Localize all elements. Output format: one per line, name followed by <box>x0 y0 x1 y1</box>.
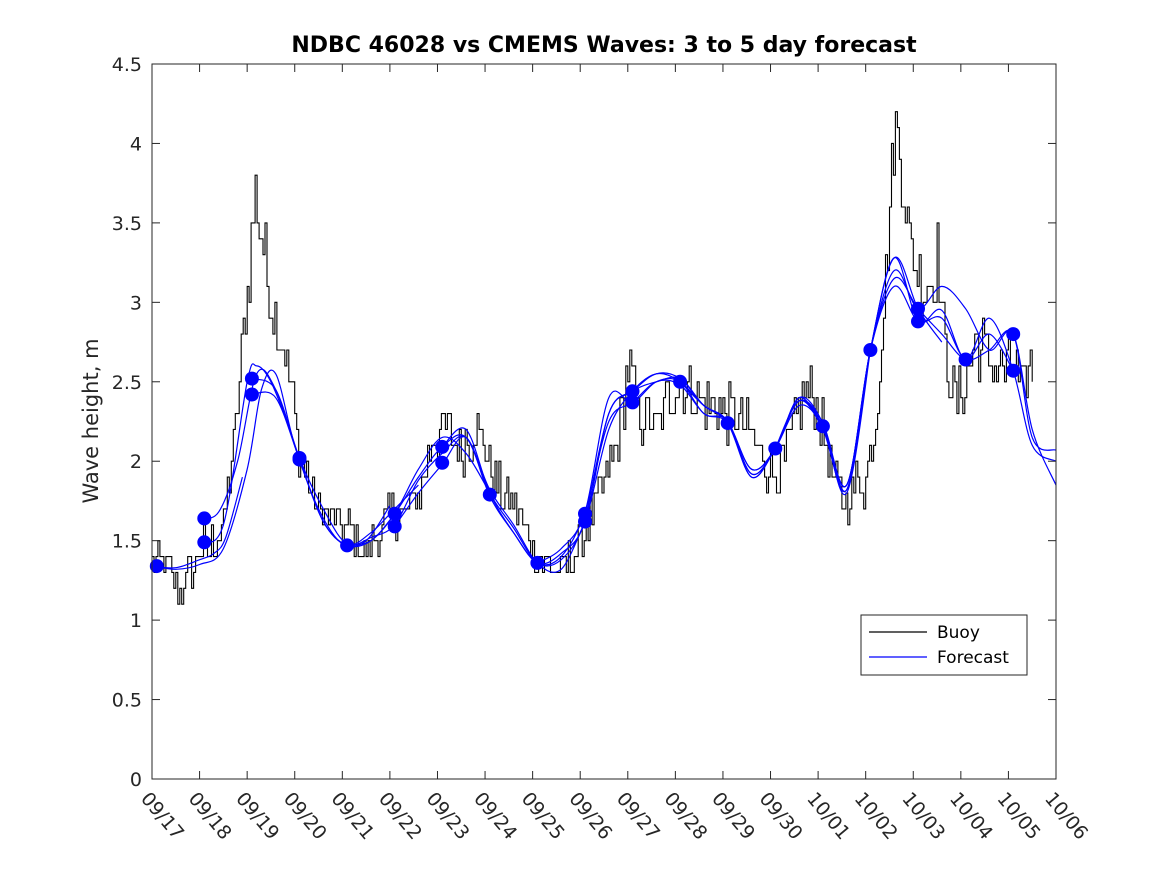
forecast-marker <box>911 314 925 329</box>
y-tick-label: 0 <box>130 769 142 791</box>
forecast-marker <box>340 538 355 553</box>
forecast-marker <box>911 301 925 316</box>
legend-buoy-label: Buoy <box>937 623 980 643</box>
forecast-marker <box>197 535 212 550</box>
marker-layer <box>149 301 1021 574</box>
forecast-marker <box>482 487 497 502</box>
y-tick-label: 3 <box>130 292 142 314</box>
forecast-marker <box>244 371 259 386</box>
forecast-marker <box>1006 363 1021 378</box>
y-tick-label: 2 <box>130 451 142 473</box>
axes-box <box>151 63 1057 780</box>
chart-title: NDBC 46028 vs CMEMS Waves: 3 to 5 day fo… <box>291 33 917 58</box>
legend-forecast-label: Forecast <box>937 648 1009 668</box>
forecast-marker <box>292 452 307 467</box>
forecast-marker <box>435 439 450 454</box>
forecast-marker <box>863 343 878 357</box>
legend: Buoy Forecast <box>860 614 1028 676</box>
forecast-marker <box>720 416 735 431</box>
forecast-marker <box>530 555 545 570</box>
y-tick-label: 0.5 <box>112 690 142 712</box>
forecast-marker <box>768 441 783 456</box>
y-tick-label: 1 <box>130 610 142 632</box>
forecast-series-line <box>152 476 243 569</box>
forecast-marker <box>578 514 592 529</box>
y-tick-label: 3.5 <box>112 213 142 235</box>
y-tick-label: 2.5 <box>112 372 142 394</box>
forecast-marker <box>387 519 402 534</box>
buoy-series-line <box>152 111 1033 605</box>
forecast-marker <box>387 506 402 521</box>
forecast-marker <box>149 559 164 574</box>
forecast-series-line <box>584 269 1056 522</box>
y-tick-label: 4 <box>130 133 142 155</box>
y-tick-label: 4.5 <box>112 54 142 76</box>
forecast-marker <box>958 352 973 367</box>
legend-box <box>860 614 1028 676</box>
y-axis-label: Wave height, m <box>79 338 103 503</box>
forecast-marker <box>673 374 688 389</box>
forecast-marker <box>625 395 640 410</box>
forecast-marker <box>197 511 212 526</box>
forecast-series-line <box>199 363 291 544</box>
forecast-marker <box>1006 327 1021 342</box>
forecast-series-line <box>251 391 586 573</box>
y-tick-label: 1.5 <box>112 531 142 553</box>
forecast-marker <box>244 387 259 402</box>
forecast-marker <box>815 419 830 434</box>
forecast-marker <box>435 455 450 470</box>
